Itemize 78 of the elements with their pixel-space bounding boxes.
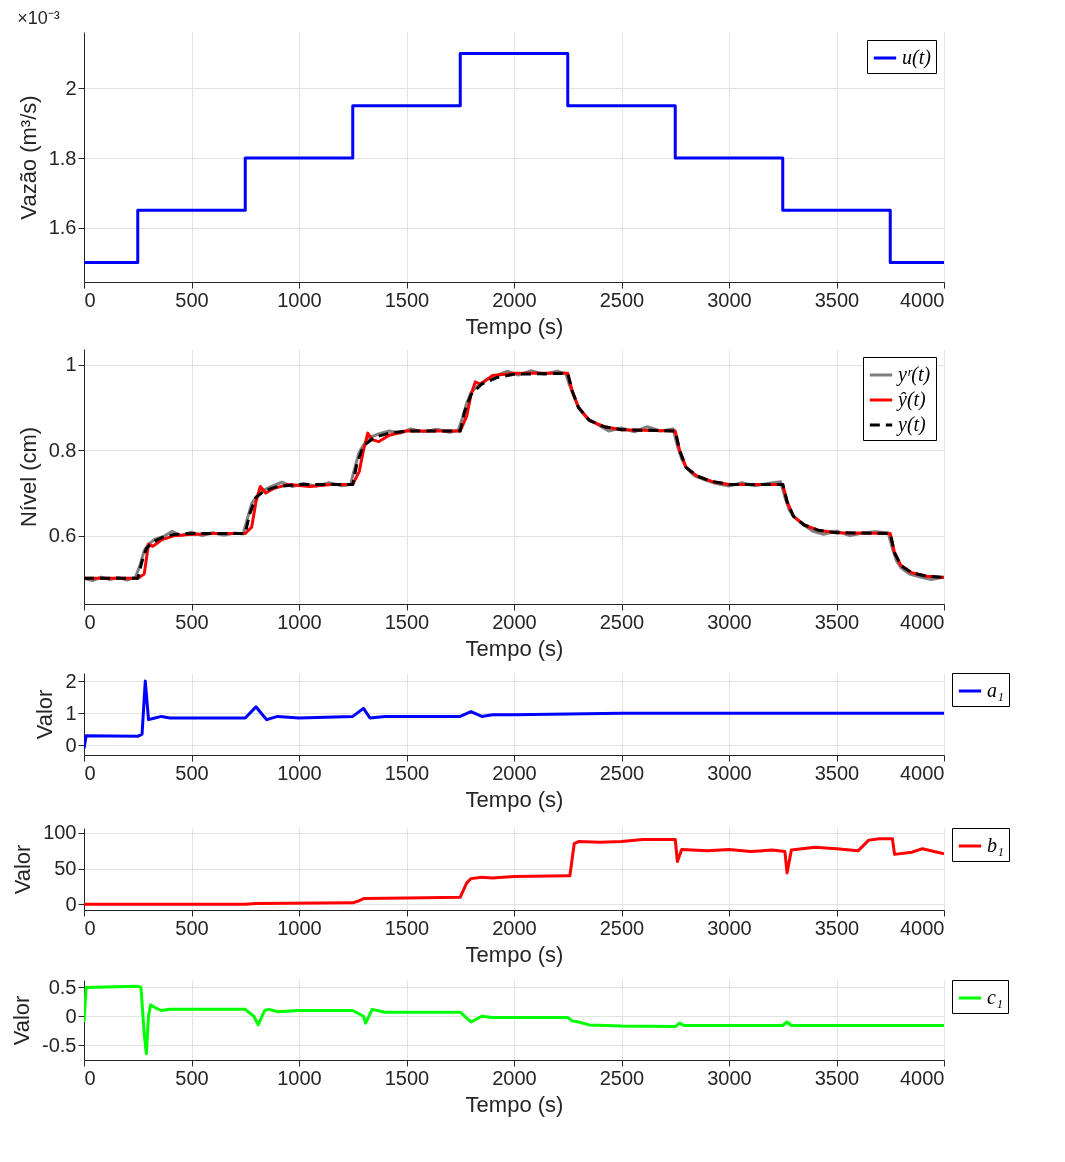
x-tick-label: 3500 [814, 288, 860, 311]
x-axis-title: Tempo (s) [465, 786, 564, 812]
x-tick-label: 2500 [599, 1066, 645, 1089]
legend-label: a₁ [987, 679, 1004, 701]
y-tick-label: 1 [65, 353, 77, 376]
x-tick-label: 1500 [384, 761, 430, 784]
legend-label: u(t) [902, 46, 932, 69]
y-tick-label: 0 [65, 892, 77, 915]
y-tick-label: 0.6 [48, 524, 77, 547]
text: ×10⁻³ [17, 8, 60, 28]
x-tick-label: 3000 [707, 916, 752, 939]
x-tick-label: 2500 [599, 288, 645, 311]
legend-label: y(t) [896, 413, 927, 436]
y-tick-label: 2 [65, 669, 77, 692]
x-axis-title: Tempo (s) [465, 635, 564, 661]
y-tick-label: 100 [43, 821, 77, 844]
y-tick-label: 1.6 [48, 216, 77, 239]
x-tick-label: 1500 [384, 1066, 430, 1089]
x-tick-label: 1000 [277, 1066, 322, 1089]
x-tick-label: 500 [175, 916, 209, 939]
y-axis-title: Valor [9, 995, 35, 1046]
x-tick-label: 500 [175, 1066, 209, 1089]
x-tick-label: 1500 [384, 610, 430, 633]
x-tick-label: 4000 [900, 610, 945, 633]
y-tick-label: 50 [54, 857, 77, 880]
y-tick-label: 2 [65, 76, 77, 99]
x-tick-label: 1500 [384, 288, 430, 311]
x-tick-label: 2000 [492, 610, 537, 633]
x-tick-label: 3500 [814, 916, 860, 939]
x-tick-label: 4000 [900, 1066, 945, 1089]
x-tick-label: 3500 [814, 761, 860, 784]
x-tick-label: 1000 [277, 288, 322, 311]
y-axis-title: Valor [10, 844, 36, 895]
x-tick-label: 2500 [599, 610, 645, 633]
y-axis-title: Vazão (m³/s) [15, 95, 41, 220]
x-tick-label: 2000 [492, 1066, 537, 1089]
x-tick-label: 3000 [707, 1066, 752, 1089]
x-axis-title: Tempo (s) [465, 1091, 564, 1117]
x-tick-label: 3000 [707, 610, 752, 633]
x-tick-label: 2500 [599, 916, 645, 939]
x-tick-label: 4000 [900, 916, 945, 939]
x-tick-label: 0 [84, 761, 96, 784]
x-tick-label: 1000 [277, 610, 322, 633]
y-axis-title: Nível (cm) [15, 426, 41, 528]
legend-label: yʳ(t) [896, 363, 931, 386]
x-tick-label: 2500 [599, 761, 645, 784]
y-tick-label: 1 [65, 701, 77, 724]
x-tick-label: 1500 [384, 916, 430, 939]
x-tick-label: 0 [84, 916, 96, 939]
x-tick-label: 3000 [707, 761, 752, 784]
x-axis-title: Tempo (s) [465, 313, 564, 339]
x-tick-label: 0 [84, 610, 96, 633]
x-tick-label: 3500 [814, 610, 860, 633]
legend-label: b₁ [987, 834, 1004, 856]
x-tick-label: 2000 [492, 761, 537, 784]
y-tick-label: -0.5 [42, 1033, 77, 1056]
x-tick-label: 500 [175, 288, 209, 311]
x-axis-title: Tempo (s) [465, 941, 564, 967]
x-tick-label: 4000 [900, 761, 945, 784]
y-tick-label: 0 [65, 733, 77, 756]
y-tick-label: 0.8 [48, 438, 77, 461]
y-tick-label: 0.5 [48, 975, 77, 998]
x-tick-label: 3000 [707, 288, 752, 311]
legend-label: c₁ [987, 986, 1003, 1008]
y-tick-label: 0 [65, 1004, 77, 1027]
x-tick-label: 1000 [277, 916, 322, 939]
y-tick-label: 1.8 [48, 146, 77, 169]
x-tick-label: 4000 [900, 288, 945, 311]
x-tick-label: 500 [175, 610, 209, 633]
x-tick-label: 2000 [492, 916, 537, 939]
x-tick-label: 2000 [492, 288, 537, 311]
legend-label: ŷ(t) [896, 388, 927, 411]
x-tick-label: 0 [84, 1066, 96, 1089]
x-tick-label: 3500 [814, 1066, 860, 1089]
x-tick-label: 1000 [277, 761, 322, 784]
x-tick-label: 500 [175, 761, 209, 784]
y-axis-title: Valor [32, 689, 58, 740]
x-tick-label: 0 [84, 288, 96, 311]
